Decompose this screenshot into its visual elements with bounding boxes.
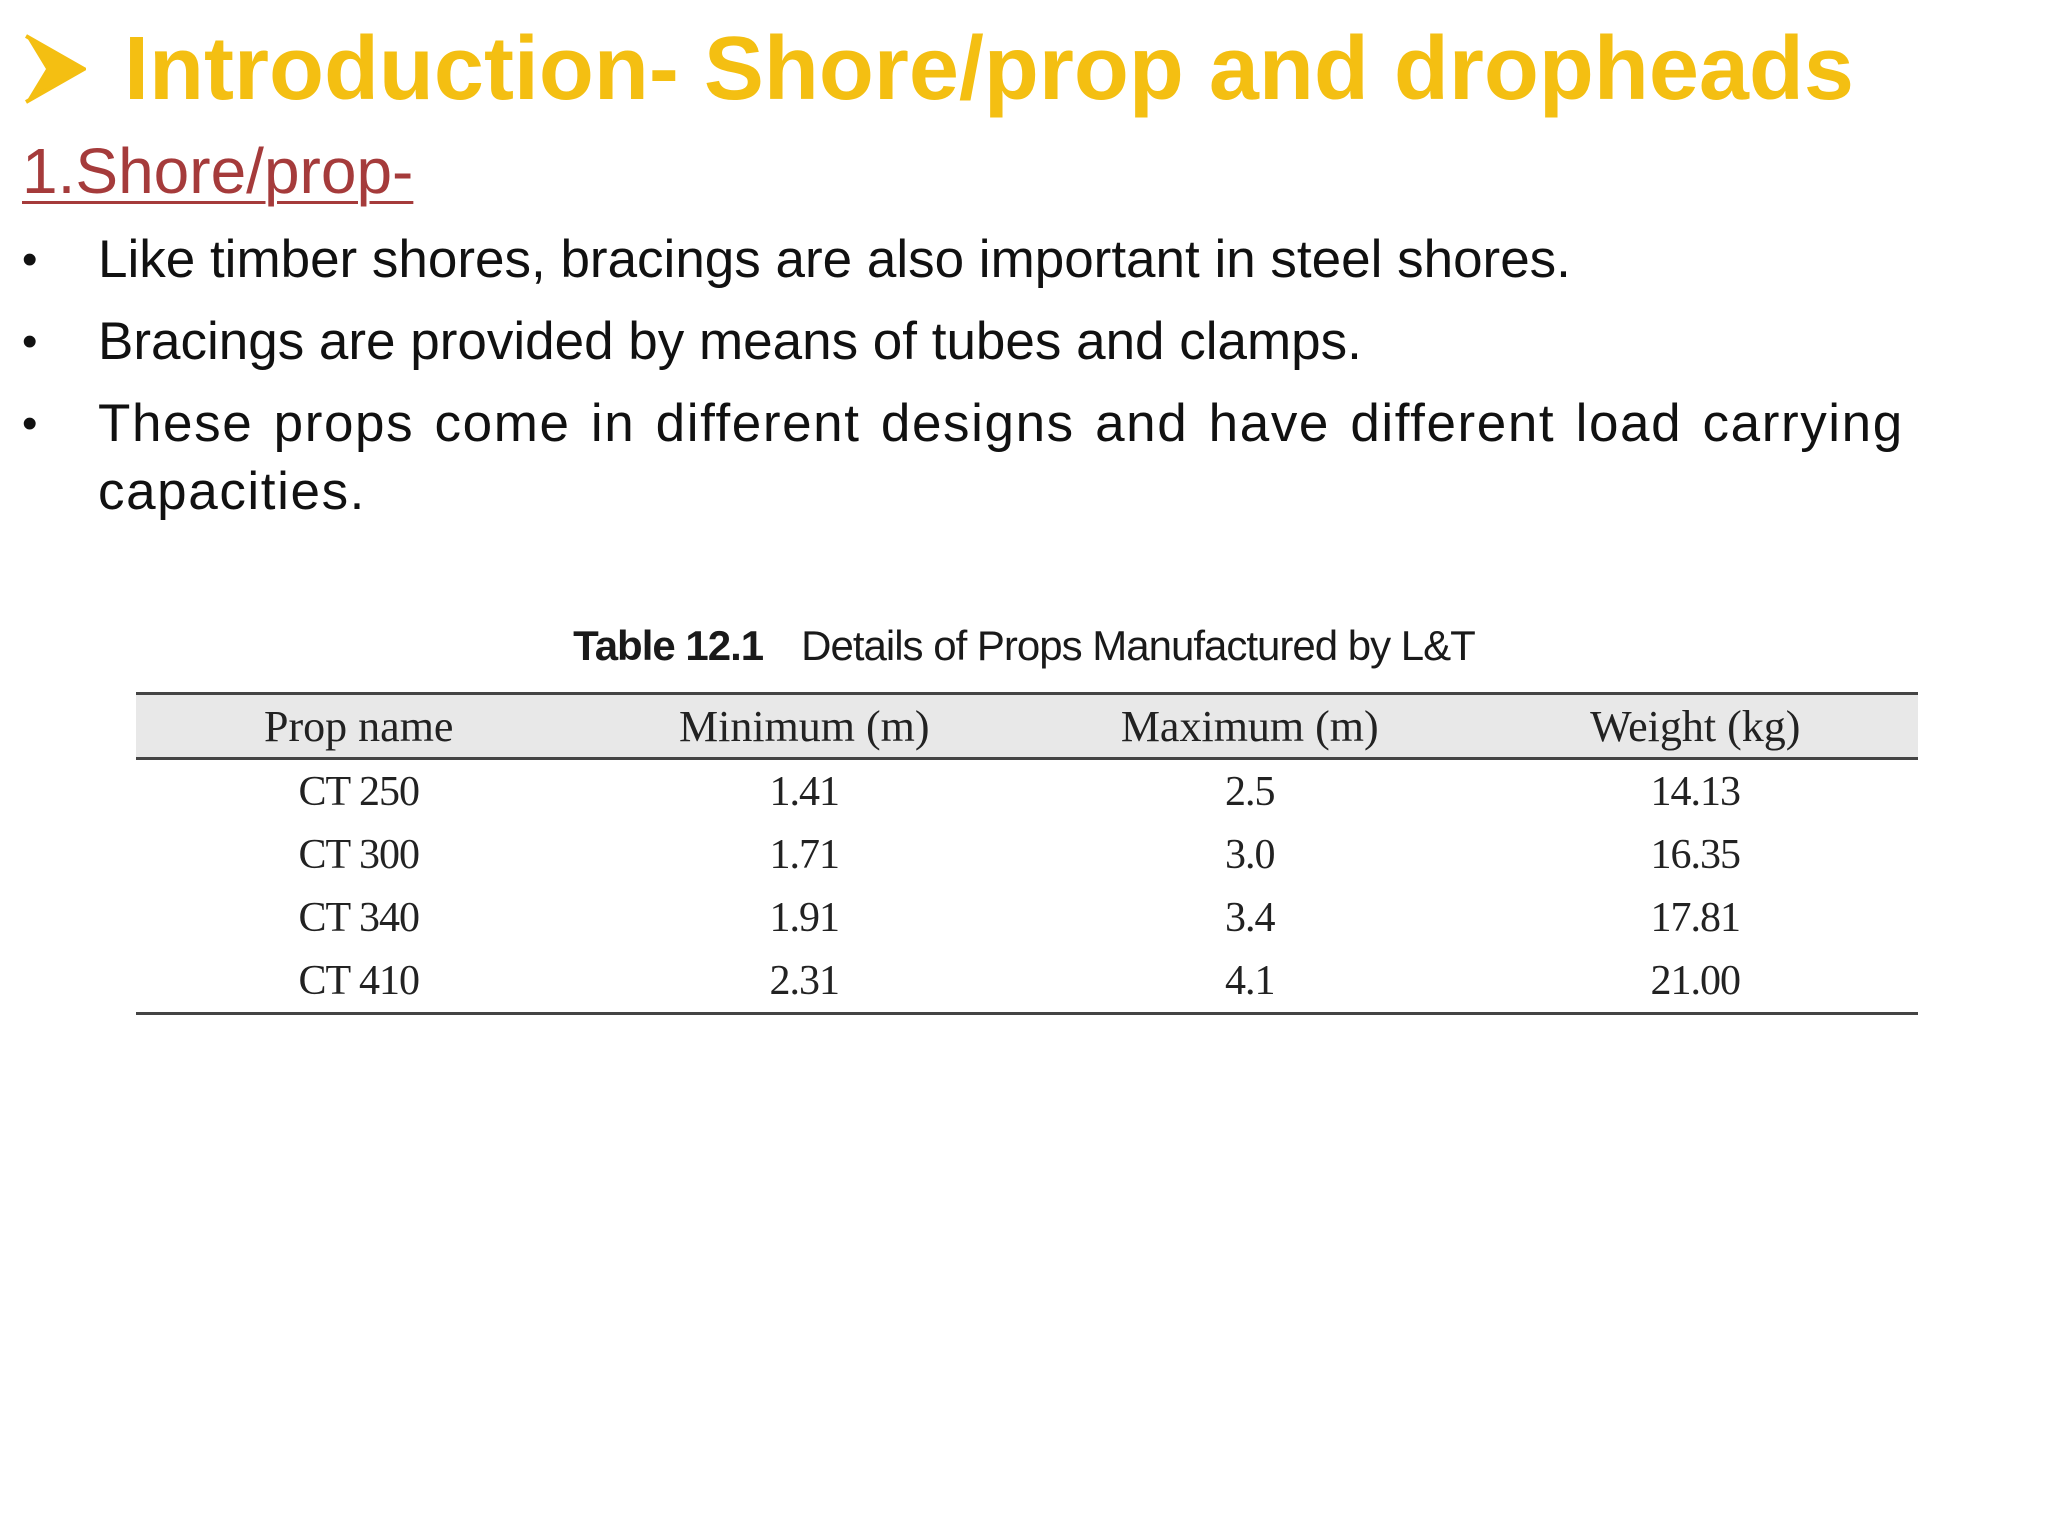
bullet-item: • Like timber shores, bracings are also … <box>22 226 2032 294</box>
table-cell: 1.91 <box>769 894 840 941</box>
table-cell: 3.0 <box>1225 831 1275 878</box>
props-table-container: Prop name Minimum (m) Maximum (m) Weight… <box>136 692 1918 1015</box>
table-cell: CT 300 <box>298 831 420 878</box>
slide-title: Introduction- Shore/prop and dropheads <box>24 14 1854 124</box>
table-cell: 4.1 <box>1027 949 1473 1015</box>
column-header: Minimum (m) <box>581 692 1027 760</box>
table-cell: 1.71 <box>769 831 840 878</box>
bullet-item: • These props come in different designs … <box>22 390 2032 526</box>
table-caption-text: Details of Props Manufactured by L&T <box>801 622 1476 669</box>
table-cell: 2.31 <box>581 949 1027 1015</box>
bullet-item: • Bracings are provided by means of tube… <box>22 308 2032 376</box>
table-row: CT 300 1.71 3.0 16.35 <box>136 823 1918 886</box>
table-cell: 3.4 <box>1225 894 1275 941</box>
table-cell: 2.5 <box>1225 768 1275 815</box>
table-cell: CT 250 <box>298 768 420 815</box>
slide-title-text: Introduction- Shore/prop and dropheads <box>124 19 1854 119</box>
bullet-marker: • <box>22 399 40 448</box>
table-cell: 17.81 <box>1650 894 1741 941</box>
table-cell: 16.35 <box>1650 831 1741 878</box>
table-cell: 1.41 <box>769 768 840 815</box>
column-header: Maximum (m) <box>1027 692 1473 760</box>
table-caption: Table 12.1 Details of Props Manufactured … <box>0 618 2048 674</box>
table-cell: 21.00 <box>1472 949 1918 1015</box>
table-header-row: Prop name Minimum (m) Maximum (m) Weight… <box>136 692 1918 760</box>
bullet-list: • Like timber shores, bracings are also … <box>22 226 2032 540</box>
table-cell: CT 410 <box>136 949 582 1015</box>
props-table: Prop name Minimum (m) Maximum (m) Weight… <box>136 692 1918 1015</box>
bullet-text: Like timber shores, bracings are also im… <box>98 230 1571 289</box>
table-row: CT 250 1.41 2.5 14.13 <box>136 759 1918 824</box>
table-cell: 14.13 <box>1650 768 1741 815</box>
column-header: Prop name <box>136 692 582 760</box>
column-header: Weight (kg) <box>1472 692 1918 760</box>
bullet-text: Bracings are provided by means of tubes … <box>98 312 1362 371</box>
table-row: CT 340 1.91 3.4 17.81 <box>136 886 1918 949</box>
bullet-text: These props come in different designs an… <box>98 394 1904 521</box>
table-row: CT 410 2.31 4.1 21.00 <box>136 949 1918 1015</box>
table-cell: CT 340 <box>298 894 420 941</box>
arrowhead-bullet-icon <box>25 34 86 104</box>
bullet-marker: • <box>22 235 38 284</box>
bullet-marker: • <box>22 317 38 366</box>
table-caption-label: Table 12.1 <box>573 622 764 669</box>
section-heading: 1.Shore/prop- <box>22 135 414 207</box>
